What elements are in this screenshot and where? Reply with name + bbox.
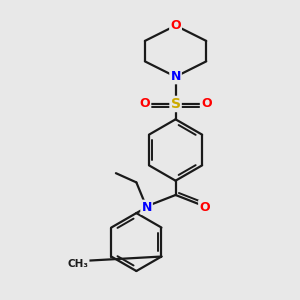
Text: O: O xyxy=(199,201,210,214)
Text: N: N xyxy=(170,70,181,83)
Text: N: N xyxy=(141,201,152,214)
Text: O: O xyxy=(201,98,211,110)
Text: CH₃: CH₃ xyxy=(68,259,89,269)
Text: O: O xyxy=(140,98,150,110)
Text: S: S xyxy=(171,97,181,111)
Text: O: O xyxy=(170,19,181,32)
